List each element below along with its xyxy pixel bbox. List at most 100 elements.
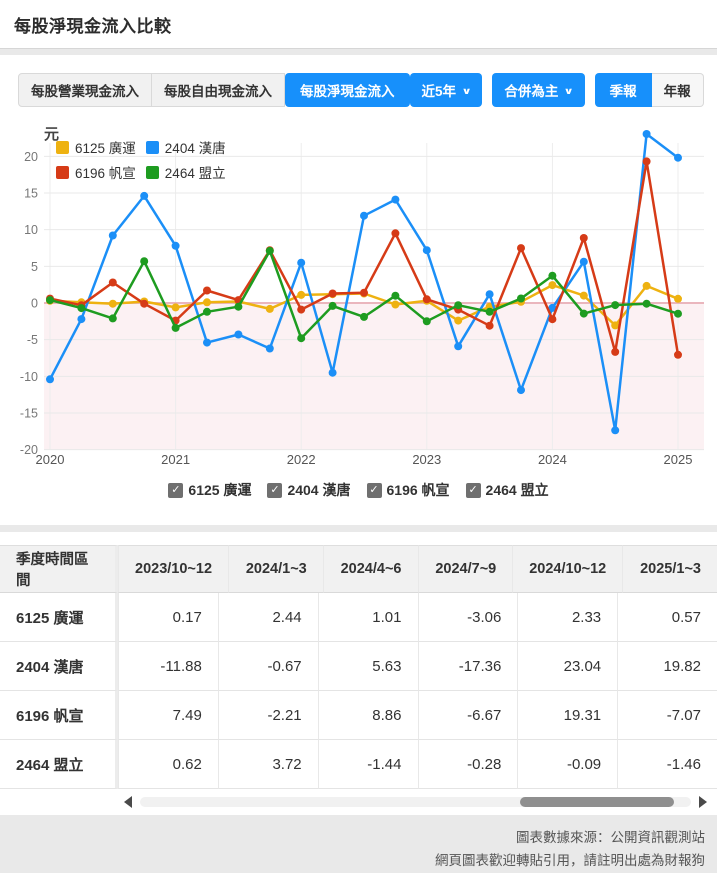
table-value-cell: 0.57 — [617, 593, 717, 642]
table-value-cell: -7.07 — [617, 691, 717, 740]
series-checkbox-3[interactable]: ✓ 2464 盟立 — [465, 480, 549, 500]
legend-swatch-icon — [56, 165, 69, 179]
toolbar: 每股營業現金流入 每股自由現金流入 每股淨現金流入 近5年 ∨ 合併為主 ∨ 季報年… — [0, 73, 717, 107]
chart-point — [203, 298, 211, 307]
period-tab-1[interactable]: 年報 — [651, 73, 704, 107]
chart-point — [265, 304, 274, 313]
table-value-cell: -0.28 — [417, 740, 518, 789]
chart-point — [391, 291, 400, 300]
range-dropdown[interactable]: 近5年 ∨ — [409, 73, 483, 107]
chart-point — [108, 231, 117, 240]
checkbox-check-icon: ✓ — [168, 482, 184, 498]
metric-tab-1[interactable]: 每股自由現金流入 — [152, 73, 285, 107]
scroll-left-icon[interactable] — [124, 796, 132, 808]
chart-point — [77, 304, 86, 313]
series-checkbox-2[interactable]: ✓ 6196 帆宣 — [366, 480, 450, 500]
chart-point — [328, 368, 337, 377]
metric-tab-2[interactable]: 每股淨現金流入 — [285, 73, 410, 107]
chart-point — [579, 257, 588, 266]
table-row-label: 6125 廣運 — [0, 593, 118, 642]
period-tab-0[interactable]: 季報 — [594, 73, 652, 107]
metric-tab-0[interactable]: 每股營業現金流入 — [18, 73, 152, 107]
svg-text:2023: 2023 — [412, 452, 441, 467]
chart-point — [360, 211, 368, 220]
chart-point — [454, 316, 463, 325]
page-header: 每股淨現金流入比較 — [0, 0, 717, 49]
series-checkbox-0[interactable]: ✓ 6125 廣運 — [168, 480, 251, 500]
svg-text:-10: -10 — [20, 370, 38, 384]
svg-text:15: 15 — [24, 187, 38, 201]
table-value-cell: -3.06 — [417, 593, 518, 642]
chart-point — [265, 246, 274, 255]
page-title: 每股淨現金流入比較 — [14, 16, 172, 36]
chart-point — [674, 350, 682, 359]
chart-point — [579, 309, 588, 318]
chart-point — [674, 309, 682, 318]
chart-point — [203, 338, 211, 347]
chart-area[interactable]: 20 15 10 5 0 -5 -10 -15 -20 2020 2021 2022 2023 2024 2… — [0, 115, 717, 467]
chart-point — [328, 301, 337, 310]
checkbox-check-icon: ✓ — [267, 482, 283, 498]
period-tabs: 季報 年報 — [594, 73, 704, 107]
table-row-0: 6125 廣運 0.17 2.44 1.01 -3.06 2.33 0.57 — [0, 593, 717, 642]
chart-panel: 每股營業現金流入 每股自由現金流入 每股淨現金流入 近5年 ∨ 合併為主 ∨ 季報年… — [0, 55, 717, 525]
chart-point — [517, 386, 525, 395]
chart-point — [454, 301, 463, 310]
chart-point — [611, 347, 620, 356]
table-value-cell: 23.04 — [517, 642, 618, 691]
chevron-down-icon: ∨ — [461, 85, 472, 96]
table-value-cell: -6.67 — [417, 691, 518, 740]
svg-text:20: 20 — [24, 150, 38, 164]
legend-swatch-icon — [145, 165, 159, 179]
svg-text:2022: 2022 — [287, 452, 316, 467]
table-value-cell: 0.17 — [118, 593, 218, 642]
consolidation-dropdown[interactable]: 合併為主 ∨ — [492, 73, 585, 107]
scrollbar-thumb[interactable] — [520, 797, 675, 807]
chart-point — [171, 241, 180, 250]
chart-point — [171, 323, 180, 332]
chart-point — [642, 157, 651, 166]
chart-point — [674, 153, 682, 162]
table-value-cell: 3.72 — [217, 740, 318, 789]
table-row-label: 2464 盟立 — [0, 740, 118, 789]
table-value-cell: 2.44 — [217, 593, 318, 642]
table-column-header-3: 2024/7~9 — [417, 545, 513, 593]
chart-point — [485, 321, 494, 330]
scrollbar-track[interactable] — [140, 797, 691, 807]
table-value-cell: -0.09 — [517, 740, 618, 789]
checkbox-label: 6125 廣運 — [188, 482, 252, 498]
chart-point — [391, 229, 400, 238]
svg-text:2021: 2021 — [161, 452, 190, 467]
checkbox-check-icon: ✓ — [465, 482, 481, 498]
svg-text:2020: 2020 — [36, 452, 65, 467]
table-value-cell: 8.86 — [317, 691, 418, 740]
chart-point — [328, 289, 337, 298]
chart-point — [548, 303, 557, 312]
metric-tabs: 每股營業現金流入 每股自由現金流入 每股淨現金流入 — [18, 73, 410, 107]
table-column-header-1: 2024/1~3 — [228, 545, 323, 593]
table-value-cell: -1.46 — [617, 740, 717, 789]
chart-point — [140, 191, 149, 200]
series-checkbox-1[interactable]: ✓ 2404 漢唐 — [267, 480, 351, 500]
table-row-1: 2404 漢唐 -11.88 -0.67 5.63 -17.36 23.04 19.82 — [0, 642, 717, 691]
chart-point — [108, 278, 117, 287]
scroll-right-icon[interactable] — [699, 796, 707, 808]
chart-point — [611, 321, 620, 330]
table-value-cell: 2.33 — [517, 593, 618, 642]
chart-point — [234, 330, 243, 339]
table-row-3: 2464 盟立 0.62 3.72 -1.44 -0.28 -0.09 -1.46 — [0, 740, 717, 789]
chart-point — [234, 302, 243, 311]
chart-point — [108, 299, 117, 308]
series-checkbox-row: ✓ 6125 廣運 ✓ 2404 漢唐 ✓ 6196 帆宣 ✓ 2464 盟立 — [0, 481, 717, 499]
chart-point — [422, 246, 431, 255]
chart-point — [265, 344, 274, 353]
checkbox-label: 6196 帆宣 — [386, 482, 450, 498]
chart-point — [422, 295, 431, 304]
chart-point — [391, 195, 400, 204]
chart-point — [391, 300, 400, 309]
chart-legend: 6125 廣運 2404 漢唐 6196 帆宣 2464 盟立 — [56, 137, 226, 182]
chart-point — [548, 315, 557, 324]
table-corner-header: 季度時間區間 — [0, 545, 118, 593]
chart-point — [517, 294, 525, 303]
